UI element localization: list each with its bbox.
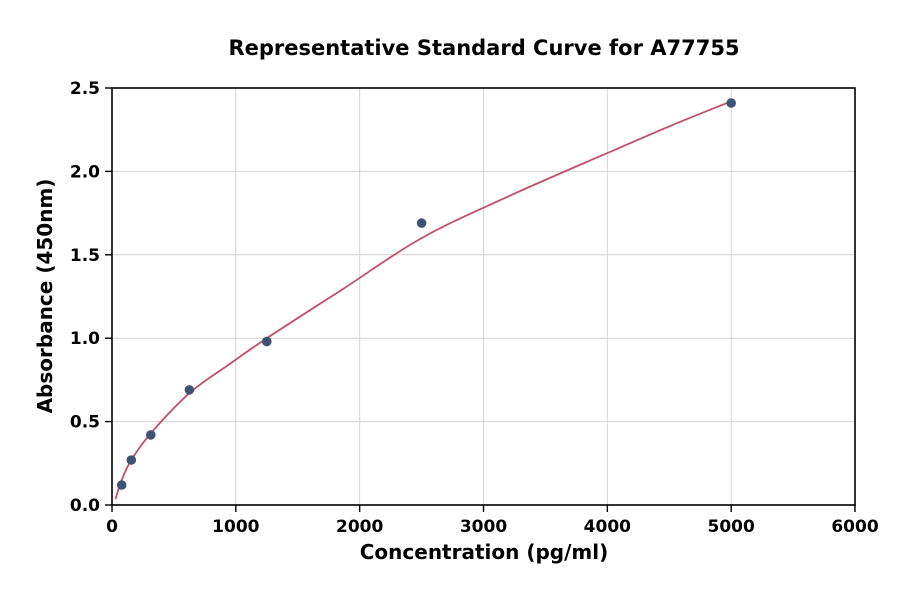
x-tick-label: 0	[106, 517, 118, 537]
x-tick-label: 6000	[831, 517, 878, 537]
data-point	[146, 430, 156, 440]
y-tick-label: 1.5	[70, 246, 100, 266]
x-tick-label: 5000	[708, 517, 755, 537]
data-point	[116, 480, 127, 490]
y-tick-label: 0.5	[70, 413, 100, 433]
x-tick-label: 1000	[212, 517, 259, 537]
data-point	[126, 455, 137, 465]
data-point	[184, 385, 195, 395]
x-tick-label: 3000	[460, 517, 507, 537]
x-tick-label: 4000	[584, 517, 631, 537]
y-tick-label: 2.0	[70, 162, 100, 182]
fit-curve-line	[114, 100, 733, 500]
x-axis-label: Concentration (pg/ml)	[359, 540, 609, 564]
data-point	[262, 336, 272, 347]
chart-title: Representative Standard Curve for A77755	[228, 36, 740, 60]
y-tick-label: 2.5	[70, 79, 100, 99]
data-point	[726, 98, 736, 108]
data-point	[416, 218, 427, 228]
y-tick-label: 1.0	[70, 329, 100, 349]
y-tick-label: 0.0	[70, 496, 100, 516]
x-tick-label: 2000	[336, 517, 383, 537]
